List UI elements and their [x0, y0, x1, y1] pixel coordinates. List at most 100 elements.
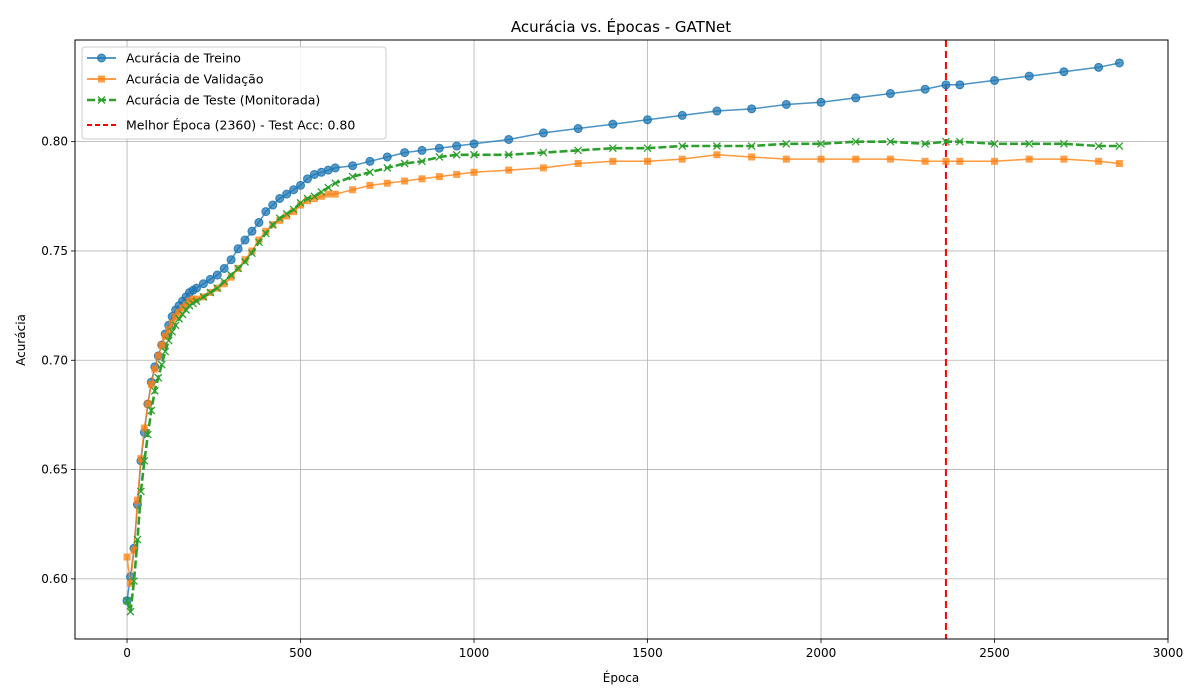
- test-point: [275, 214, 284, 223]
- train-point: [191, 283, 201, 293]
- x-axis-label: Época: [603, 670, 640, 685]
- validation-point: [123, 553, 131, 561]
- validation-point: [227, 273, 235, 281]
- train-point: [400, 148, 410, 158]
- test-point: [261, 229, 270, 238]
- test-point: [227, 271, 236, 279]
- test-point: [296, 198, 305, 207]
- train-point: [851, 93, 861, 103]
- test-point: [140, 456, 149, 465]
- test-point: [643, 144, 652, 153]
- y-tick-label: 0.70: [41, 353, 68, 367]
- test-point: [133, 535, 142, 544]
- test-point: [921, 139, 930, 148]
- test-point: [189, 299, 197, 308]
- test-point: [539, 148, 548, 157]
- train-point: [296, 180, 306, 190]
- test-point: [154, 373, 163, 382]
- train-point: [219, 263, 229, 273]
- test-point: [331, 179, 340, 188]
- validation-point: [470, 168, 478, 176]
- test-point: [452, 150, 461, 159]
- validation-point: [161, 332, 169, 340]
- train-point: [1114, 58, 1124, 68]
- test-point: [157, 360, 166, 369]
- test-point: [150, 386, 159, 395]
- test-point: [886, 137, 895, 146]
- train-point: [261, 207, 271, 217]
- validation-point: [151, 365, 159, 373]
- test-point: [248, 249, 256, 258]
- train-point: [920, 84, 930, 94]
- validation-point: [255, 236, 263, 244]
- test-point: [303, 194, 312, 203]
- test-point: [1059, 139, 1068, 148]
- test-point: [220, 277, 229, 286]
- validation-point: [133, 496, 141, 504]
- validation-point: [283, 212, 291, 220]
- train-point: [1094, 62, 1104, 72]
- x-tick-label: 0: [123, 646, 131, 660]
- test-point: [990, 139, 999, 148]
- legend-validation-label: Acurácia de Validação: [126, 72, 263, 87]
- test-point: [678, 142, 687, 150]
- train-point: [417, 145, 427, 155]
- test-point: [123, 596, 132, 605]
- test-point: [126, 607, 135, 616]
- train-point: [198, 279, 208, 289]
- validation-point: [290, 208, 298, 216]
- validation-point: [154, 352, 162, 360]
- test-point: [712, 142, 721, 150]
- validation-point: [713, 151, 721, 159]
- validation-point: [168, 319, 176, 327]
- test-point: [213, 284, 222, 293]
- test-point: [817, 139, 825, 148]
- test-point: [185, 301, 194, 310]
- x-tick-label: 2500: [979, 646, 1010, 660]
- train-point: [382, 152, 392, 162]
- train-point: [643, 115, 653, 125]
- validation-point: [310, 194, 318, 202]
- test-series: [123, 137, 1124, 616]
- train-point: [282, 189, 292, 199]
- x-tick-label: 500: [289, 646, 312, 660]
- validation-point: [956, 157, 964, 165]
- test-point: [143, 430, 152, 439]
- validation-point: [303, 197, 311, 205]
- validation-point: [886, 155, 894, 163]
- test-point: [192, 297, 201, 306]
- validation-point: [158, 341, 166, 349]
- train-point: [885, 89, 895, 99]
- chart-title: Acurácia vs. Épocas - GATNet: [511, 17, 731, 36]
- train-point: [538, 128, 548, 138]
- test-point: [365, 168, 374, 177]
- test-point: [130, 577, 138, 586]
- validation-point: [817, 155, 825, 163]
- validation-point: [748, 153, 756, 161]
- plot-series: [122, 58, 1124, 616]
- validation-point: [220, 280, 228, 288]
- train-point: [212, 270, 222, 280]
- train-point: [365, 156, 375, 166]
- train-point: [289, 185, 299, 195]
- x-tick-label: 1000: [459, 646, 490, 660]
- validation-point: [435, 173, 443, 181]
- test-point: [168, 327, 177, 336]
- validation-point: [175, 308, 183, 316]
- train-point: [247, 226, 257, 236]
- train-point: [330, 163, 340, 173]
- validation-point: [505, 166, 513, 174]
- validation-point: [144, 400, 152, 408]
- legend-train-marker: [97, 53, 106, 63]
- legend: Acurácia de Treino Acurácia de Validação A…: [81, 46, 387, 140]
- train-point: [275, 193, 285, 203]
- x-tick-label: 2000: [806, 646, 837, 660]
- test-point: [171, 321, 180, 330]
- train-point: [452, 141, 462, 151]
- test-point: [289, 205, 298, 214]
- test-point: [400, 159, 409, 168]
- train-point: [1059, 67, 1069, 77]
- test-point: [268, 220, 277, 229]
- test-point: [234, 264, 243, 273]
